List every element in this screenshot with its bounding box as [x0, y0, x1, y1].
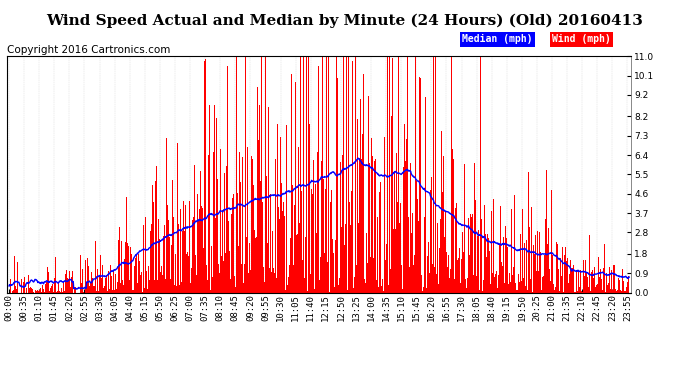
- Text: Copyright 2016 Cartronics.com: Copyright 2016 Cartronics.com: [7, 45, 170, 55]
- Text: Median (mph): Median (mph): [462, 34, 533, 44]
- Text: Wind Speed Actual and Median by Minute (24 Hours) (Old) 20160413: Wind Speed Actual and Median by Minute (…: [46, 13, 644, 27]
- Text: Wind (mph): Wind (mph): [552, 34, 611, 44]
